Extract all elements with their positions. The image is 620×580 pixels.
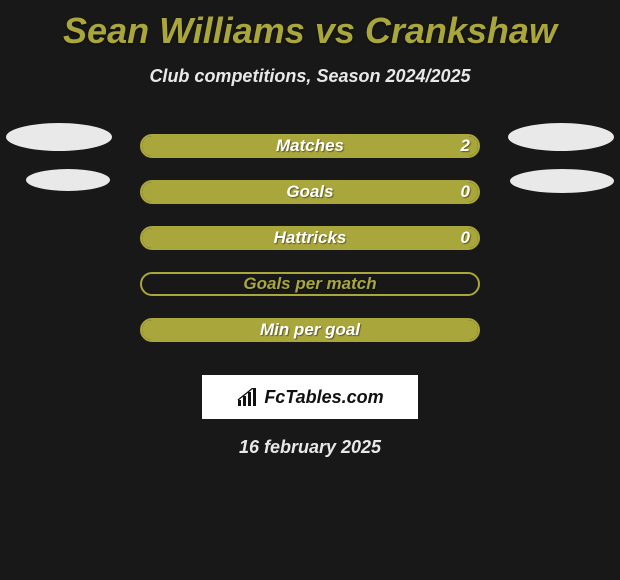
stat-value-right: 0 [461,182,470,202]
logo-text: FcTables.com [264,387,383,408]
stat-bar: Goals per match [140,272,480,296]
date-text: 16 february 2025 [0,437,620,458]
stat-bar: Matches 2 [140,134,480,158]
stat-row-goals-per-match: Goals per match [0,261,620,307]
stat-label: Min per goal [142,320,478,340]
stats-panel: Matches 2 Goals 0 Hattricks 0 Goals per … [0,123,620,353]
stat-label: Goals [142,182,478,202]
logo-box: FcTables.com [202,375,418,419]
bar-chart-icon [236,388,260,406]
stat-row-hattricks: Hattricks 0 [0,215,620,261]
stat-bar: Min per goal [140,318,480,342]
page-title: Sean Williams vs Crankshaw [0,0,620,52]
stat-value-right: 2 [461,136,470,156]
stat-bar: Goals 0 [140,180,480,204]
stat-label: Hattricks [142,228,478,248]
stat-row-min-per-goal: Min per goal [0,307,620,353]
stat-row-goals: Goals 0 [0,169,620,215]
stat-label: Goals per match [142,274,478,294]
subtitle: Club competitions, Season 2024/2025 [0,66,620,87]
stat-value-right: 0 [461,228,470,248]
stat-label: Matches [142,136,478,156]
stat-bar: Hattricks 0 [140,226,480,250]
stat-row-matches: Matches 2 [0,123,620,169]
